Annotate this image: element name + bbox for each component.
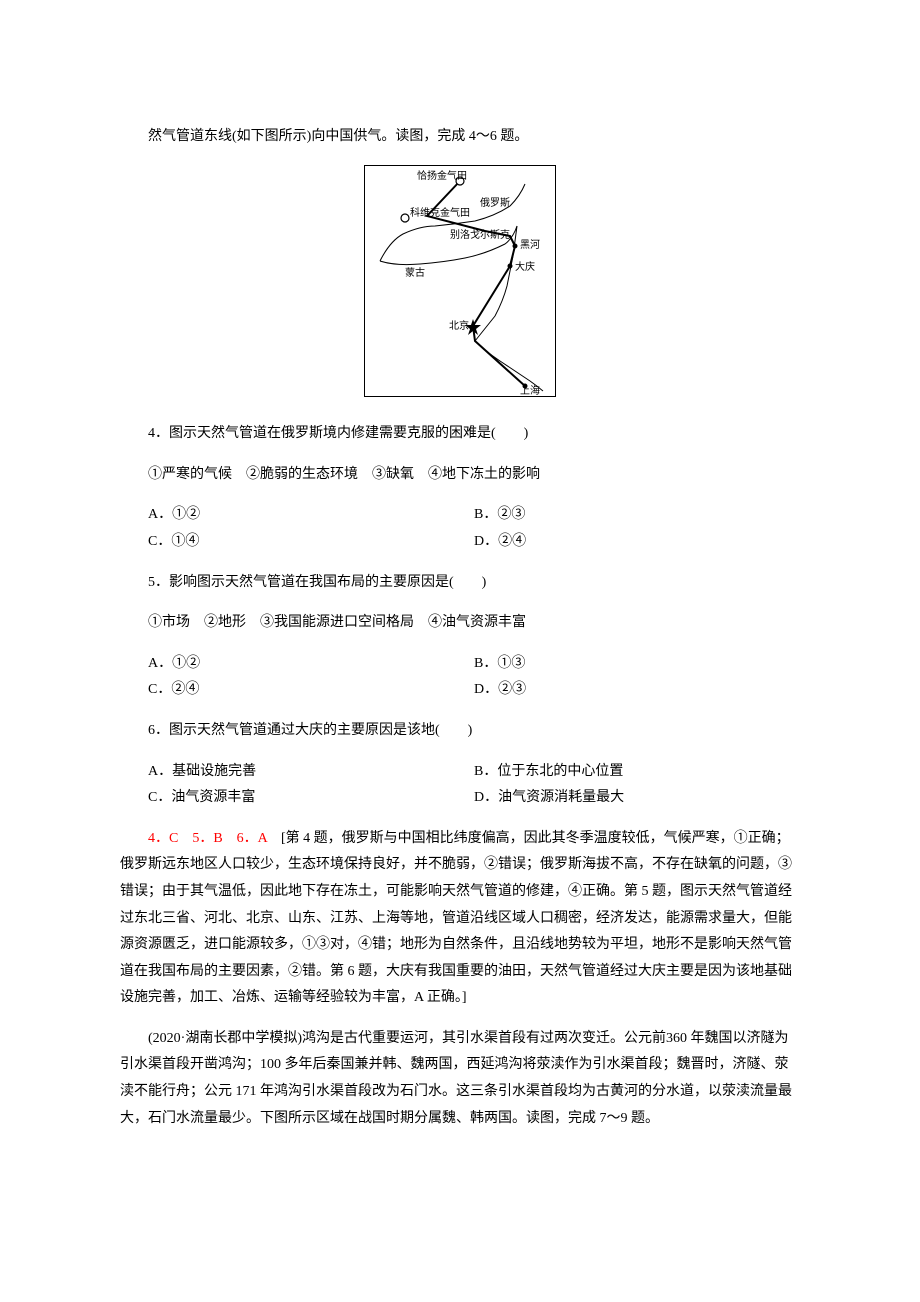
answer-explanation: [第 4 题，俄罗斯与中国相比纬度偏高，因此其冬季温度较低，气候严寒，①正确；俄…	[120, 831, 792, 1006]
map-label-heihe: 黑河	[520, 239, 540, 251]
map-label-blago: 别洛戈尔斯克	[450, 228, 510, 241]
q5-option-d: D．②③	[474, 677, 800, 704]
q4-option-b: B．②③	[474, 502, 800, 529]
map-label-beijing: 北京	[449, 319, 469, 332]
q6-option-b: B．位于东北的中心位置	[474, 759, 800, 786]
q5-items: ①市场 ②地形 ③我国能源进口空间格局 ④油气资源丰富	[120, 610, 800, 637]
q5-option-a: A．①②	[148, 651, 474, 678]
q5-options-row2: C．②④ D．②③	[120, 677, 800, 704]
q6-options-row2: C．油气资源丰富 D．油气资源消耗量最大	[120, 785, 800, 812]
q6-stem: 6．图示天然气管道通过大庆的主要原因是该地( )	[120, 718, 800, 745]
q4-options-row2: C．①④ D．②④	[120, 529, 800, 556]
q5-options-row1: A．①② B．①③	[120, 651, 800, 678]
q5-option-b: B．①③	[474, 651, 800, 678]
passage2-text: (2020·湖南长郡中学模拟)鸿沟是古代重要运河，其引水渠首段有过两次变迁。公元…	[120, 1026, 800, 1132]
q4-option-c: C．①④	[148, 529, 474, 556]
map-figure: 恰扬金气田 俄罗斯 科维克金气田 别洛戈尔斯克 黑河 大庆 蒙古 北京 上海	[120, 165, 800, 408]
map-label-kovykta: 科维克金气田	[410, 206, 470, 219]
q4-option-d: D．②④	[474, 529, 800, 556]
map-label-qiayang: 恰扬金气田	[417, 169, 467, 182]
q6-option-c: C．油气资源丰富	[148, 785, 474, 812]
map-label-russia: 俄罗斯	[480, 196, 510, 209]
answer-block: 4．C 5．B 6．A [第 4 题，俄罗斯与中国相比纬度偏高，因此其冬季温度较…	[120, 826, 800, 1012]
q6-option-d: D．油气资源消耗量最大	[474, 785, 800, 812]
q5-stem: 5．影响图示天然气管道在我国布局的主要原因是( )	[120, 570, 800, 597]
map-label-mongolia: 蒙古	[405, 266, 425, 279]
intro-text: 然气管道东线(如下图所示)向中国供气。读图，完成 4～6 题。	[120, 124, 800, 151]
q4-option-a: A．①②	[148, 502, 474, 529]
map-label-daqing: 大庆	[515, 260, 535, 273]
q4-options-row1: A．①② B．②③	[120, 502, 800, 529]
q4-items: ①严寒的气候 ②脆弱的生态环境 ③缺氧 ④地下冻土的影响	[120, 462, 800, 489]
q4-stem: 4．图示天然气管道在俄罗斯境内修建需要克服的困难是( )	[120, 421, 800, 448]
q6-options-row1: A．基础设施完善 B．位于东北的中心位置	[120, 759, 800, 786]
q6-option-a: A．基础设施完善	[148, 759, 474, 786]
q5-option-c: C．②④	[148, 677, 474, 704]
map-label-shanghai: 上海	[520, 384, 540, 397]
answer-keys: 4．C 5．B 6．A	[148, 831, 267, 846]
